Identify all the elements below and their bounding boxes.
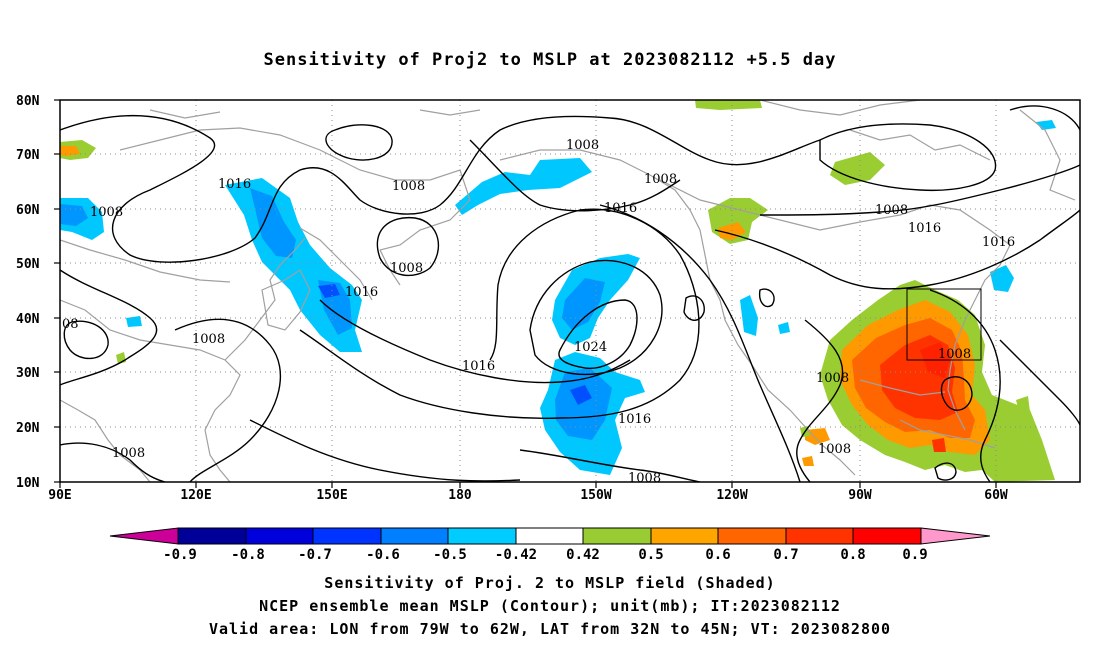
lon-tick-label: 180 bbox=[448, 488, 472, 503]
lon-tick-label: 90W bbox=[848, 488, 872, 503]
lon-tick-label: 150W bbox=[580, 488, 611, 503]
shade-pos-atl-red bbox=[932, 438, 946, 452]
shade-pos-arctic-2 bbox=[830, 152, 885, 185]
lat-tick-label: 10N bbox=[16, 476, 40, 491]
shade-neg-westcoast bbox=[740, 295, 758, 336]
colorbar-segment bbox=[245, 527, 314, 545]
contour-label: 1008 bbox=[90, 205, 123, 220]
colorbar-label: -0.8 bbox=[231, 547, 265, 563]
coastline-layer bbox=[60, 100, 1076, 482]
caption-contour: NCEP ensemble mean MSLP (Contour); unit(… bbox=[259, 597, 841, 615]
colorbar-segment bbox=[785, 527, 854, 545]
lat-tick-label: 50N bbox=[16, 257, 40, 272]
lon-tick-label: 150E bbox=[316, 488, 347, 503]
colorbar: -0.9 -0.8 -0.7 -0.6 -0.5 -0.42 0.42 0.5 … bbox=[109, 527, 991, 563]
contour-label: 1016 bbox=[982, 235, 1015, 250]
lat-tick-label: 70N bbox=[16, 148, 40, 163]
colorbar-segment bbox=[717, 527, 787, 545]
caption-valid-area: Valid area: LON from 79W to 62W, LAT fro… bbox=[208, 620, 892, 638]
contour-label: 1016 bbox=[462, 359, 495, 374]
shade-pos-arctic bbox=[695, 100, 762, 110]
colorbar-segment bbox=[582, 527, 652, 545]
colorbar-segment bbox=[177, 527, 247, 545]
lon-tick-label: 90E bbox=[48, 488, 71, 503]
colorbar-label: -0.9 bbox=[163, 547, 197, 563]
mslp-contour-layer bbox=[60, 105, 1080, 482]
colorbar-segment bbox=[447, 527, 517, 545]
lon-tick-label: 120E bbox=[180, 488, 211, 503]
contour-label: 1016 bbox=[908, 221, 941, 236]
contour-label: 1016 bbox=[345, 285, 378, 300]
lon-tick-labels: 90E 120E 150E 180 150W 120W 90W 60W bbox=[48, 488, 1008, 503]
shade-neg-pacific-south-core bbox=[555, 368, 612, 440]
shade-neg-japan-core-3 bbox=[318, 284, 340, 298]
colorbar-label: -0.5 bbox=[433, 547, 467, 563]
lat-tick-label: 20N bbox=[16, 421, 40, 436]
colorbar-segment bbox=[650, 527, 719, 545]
colorbar-high-arrow bbox=[920, 527, 991, 545]
graticule bbox=[60, 100, 1080, 482]
contour-label: 1008 bbox=[938, 347, 971, 362]
colorbar-label: 0.8 bbox=[840, 547, 865, 563]
colorbar-segment bbox=[312, 527, 382, 545]
colorbar-label: 0.9 bbox=[902, 547, 927, 563]
lat-tick-label: 40N bbox=[16, 312, 40, 327]
shade-neg-pacific-south-core-2 bbox=[570, 385, 592, 405]
shade-neg-japan-core bbox=[250, 188, 296, 258]
valid-area-box bbox=[906, 288, 982, 361]
colorbar-label: 0.5 bbox=[638, 547, 663, 563]
colorbar-low-arrow bbox=[109, 527, 179, 545]
colorbar-segment bbox=[852, 527, 922, 545]
contour-label: 1008 bbox=[390, 261, 423, 276]
contour-label: 1008 bbox=[875, 203, 908, 218]
colorbar-segment bbox=[380, 527, 449, 545]
contour-label-layer: 1008 1016 1016 1008 08 1008 1008 1008 10… bbox=[62, 138, 1015, 486]
contour-label: 1016 bbox=[604, 201, 637, 216]
shade-neg-small-3 bbox=[126, 316, 142, 327]
contour-label: 1016 bbox=[618, 412, 651, 427]
caption-shading: Sensitivity of Proj. 2 to MSLP field (Sh… bbox=[324, 574, 776, 592]
colorbar-label: 0.7 bbox=[773, 547, 798, 563]
lat-tick-label: 60N bbox=[16, 203, 40, 218]
contour-label: 1008 bbox=[112, 446, 145, 461]
map-title: Sensitivity of Proj2 to MSLP at 20230821… bbox=[263, 50, 837, 70]
axis-ticks bbox=[54, 99, 997, 488]
colorbar-label: 0.42 bbox=[566, 547, 600, 563]
contour-label: 1008 bbox=[818, 442, 851, 457]
shaded-sensitivity-layer bbox=[60, 100, 1056, 482]
colorbar-label: 0.6 bbox=[705, 547, 730, 563]
colorbar-label: -0.42 bbox=[495, 547, 537, 563]
lon-tick-label: 120W bbox=[716, 488, 747, 503]
contour-label: 1024 bbox=[574, 340, 607, 355]
lat-tick-labels: 80N 70N 60N 50N 40N 30N 20N 10N bbox=[16, 94, 40, 491]
colorbar-label: -0.7 bbox=[298, 547, 332, 563]
lon-tick-label: 60W bbox=[984, 488, 1008, 503]
contour-label: 1016 bbox=[218, 177, 251, 192]
contour-label: 1008 bbox=[392, 179, 425, 194]
shade-pos-gulf bbox=[805, 428, 830, 445]
lat-tick-label: 30N bbox=[16, 366, 40, 381]
shade-pos-small-2 bbox=[802, 456, 814, 466]
contour-label: 1008 bbox=[644, 172, 677, 187]
shade-neg-small-2 bbox=[778, 322, 790, 334]
shade-pos-atlantic-1 bbox=[1016, 396, 1030, 416]
contour-label: 1008 bbox=[628, 471, 661, 486]
contour-label: 1008 bbox=[816, 371, 849, 386]
shade-neg-pacific-north-core bbox=[562, 278, 605, 330]
contour-label: 1008 bbox=[192, 332, 225, 347]
plot-frame bbox=[59, 99, 1081, 483]
contour-label: 08 bbox=[62, 317, 79, 332]
lat-tick-label: 80N bbox=[16, 94, 40, 109]
colorbar-segment bbox=[515, 527, 584, 545]
shade-neg-aleutian bbox=[455, 158, 592, 215]
contour-label: 1008 bbox=[566, 138, 599, 153]
colorbar-labels: -0.9 -0.8 -0.7 -0.6 -0.5 -0.42 0.42 0.5 … bbox=[163, 547, 928, 563]
colorbar-label: -0.6 bbox=[366, 547, 400, 563]
